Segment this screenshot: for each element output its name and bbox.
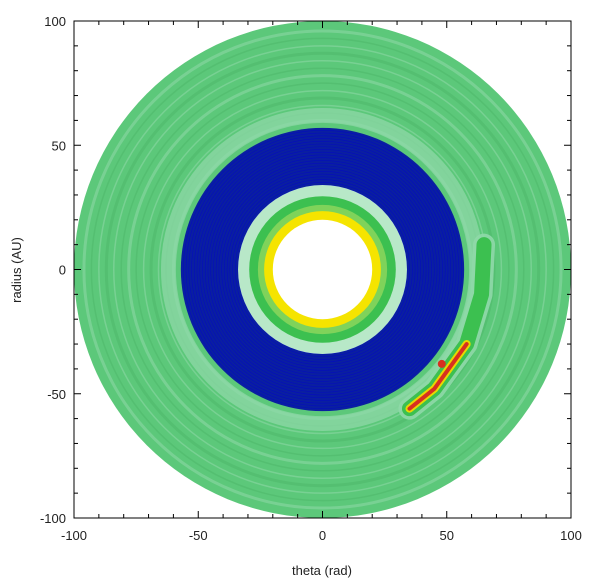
outer-disk-band bbox=[135, 82, 510, 457]
x-tick-label: 100 bbox=[560, 528, 582, 543]
y-tick-label: -100 bbox=[40, 511, 66, 526]
spiral-arm-peak bbox=[407, 342, 469, 411]
plot-area bbox=[74, 21, 571, 518]
x-axis-label: theta (rad) bbox=[292, 563, 352, 578]
gap-contour bbox=[185, 132, 460, 407]
outer-disk-band bbox=[104, 51, 541, 488]
outer-disk-band bbox=[98, 45, 547, 494]
outer-disk-band bbox=[127, 74, 518, 465]
gap-contour bbox=[229, 176, 416, 363]
y-axis-label: radius (AU) bbox=[9, 237, 24, 303]
gap-contour bbox=[226, 173, 419, 366]
gap-contour bbox=[221, 168, 424, 371]
x-tick-label: -100 bbox=[61, 528, 87, 543]
gap-contour bbox=[207, 154, 438, 385]
outer-disk-band bbox=[120, 67, 525, 472]
x-tick-label: -50 bbox=[189, 528, 208, 543]
gap-contour bbox=[202, 149, 443, 390]
outer-disk-band bbox=[142, 89, 503, 450]
y-tick-label: -50 bbox=[47, 387, 66, 402]
gap-contour bbox=[188, 135, 457, 404]
x-tick-label: 50 bbox=[440, 528, 454, 543]
gap-contour bbox=[183, 130, 462, 409]
y-tick-label: 100 bbox=[44, 14, 66, 29]
gap-contour bbox=[215, 162, 430, 377]
gap-contour bbox=[224, 171, 421, 368]
outer-disk-band bbox=[149, 96, 496, 443]
spiral-peak-marker bbox=[437, 359, 446, 368]
gap-contour bbox=[204, 151, 441, 388]
gap-contour bbox=[234, 181, 411, 358]
axis-ticks: -100 -50 0 50 100 -100 -50 0 50 100 bbox=[40, 14, 582, 543]
outer-disk-band bbox=[82, 29, 563, 510]
y-tick-label: 0 bbox=[59, 263, 66, 278]
inner-hole bbox=[272, 219, 373, 320]
gap-contour bbox=[191, 138, 454, 401]
gap-contour bbox=[199, 146, 446, 393]
x-tick-label: 0 bbox=[319, 528, 326, 543]
gap-contour bbox=[232, 179, 413, 360]
outer-disk-band bbox=[113, 60, 532, 479]
gap-contour bbox=[193, 140, 452, 399]
gap-contour bbox=[218, 165, 427, 374]
gap-contour bbox=[213, 160, 432, 379]
gap-contour bbox=[196, 143, 449, 396]
y-tick-label: 50 bbox=[52, 138, 66, 153]
gap-contour bbox=[210, 157, 435, 382]
outer-disk-band bbox=[90, 37, 555, 502]
